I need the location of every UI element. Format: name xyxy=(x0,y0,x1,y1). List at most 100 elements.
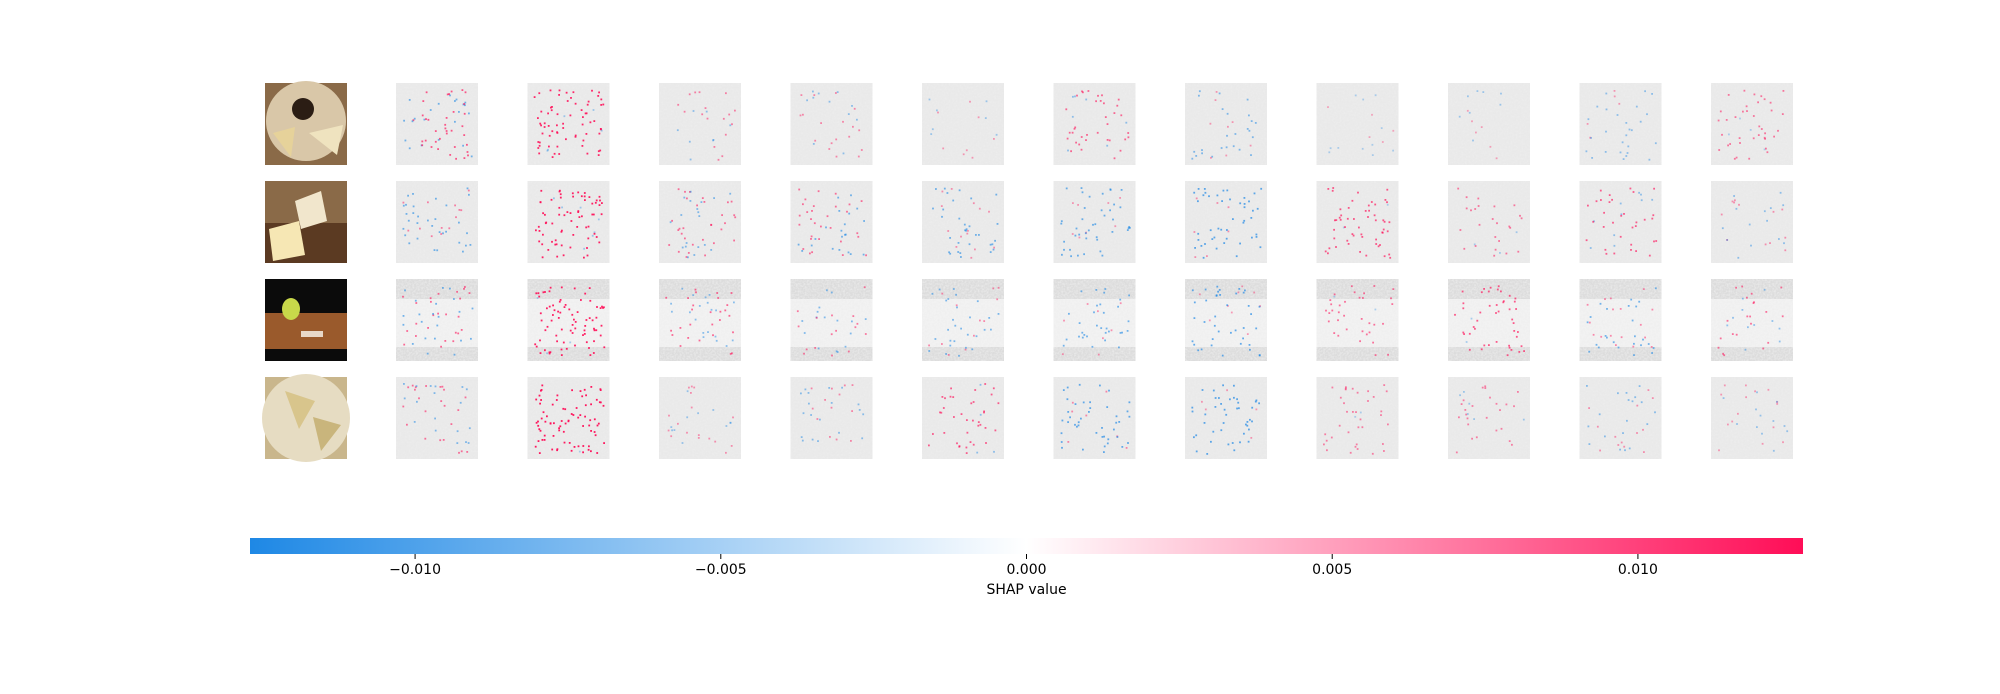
shap-positive-pixel xyxy=(1636,404,1639,407)
shap-positive-pixel xyxy=(810,238,812,240)
shap-positive-pixel xyxy=(1237,291,1240,294)
shap-negative-pixel xyxy=(1605,108,1608,111)
shap-negative-pixel xyxy=(1617,392,1619,395)
shap-positive-pixel xyxy=(1335,219,1338,221)
shap-positive-pixel xyxy=(559,193,562,196)
shap-positive-pixel xyxy=(1585,239,1588,242)
shap-positive-pixel xyxy=(539,352,542,354)
shap-negative-pixel xyxy=(1066,398,1069,401)
shap-positive-pixel xyxy=(857,155,860,158)
shap-positive-pixel xyxy=(1344,388,1347,391)
shap-negative-pixel xyxy=(1072,95,1074,98)
shap-positive-pixel xyxy=(415,335,417,337)
shap-negative-pixel xyxy=(689,158,692,161)
shap-negative-pixel xyxy=(1112,218,1114,221)
shap-negative-pixel xyxy=(1640,199,1643,202)
shap-positive-pixel xyxy=(584,199,586,201)
shap-positive-pixel xyxy=(576,226,579,228)
shap-negative-pixel xyxy=(1226,112,1229,115)
image-row xyxy=(265,181,1793,263)
shap-positive-pixel xyxy=(677,103,680,106)
shap-negative-pixel xyxy=(818,306,821,309)
shap-positive-pixel xyxy=(548,352,551,355)
shap-positive-pixel xyxy=(701,197,704,199)
shap-positive-pixel xyxy=(575,407,578,409)
shap-negative-pixel xyxy=(465,441,467,443)
shap-negative-pixel xyxy=(968,243,971,246)
shap-negative-pixel xyxy=(843,223,846,226)
shap-positive-pixel xyxy=(1741,285,1744,288)
shap-negative-pixel xyxy=(1635,305,1638,308)
shap-negative-pixel xyxy=(1631,319,1634,322)
shap-negative-pixel xyxy=(995,193,998,196)
shap-positive-pixel xyxy=(970,256,973,259)
shap-negative-pixel xyxy=(1726,239,1729,241)
shap-positive-pixel xyxy=(1328,312,1331,314)
shap-positive-pixel xyxy=(994,429,997,432)
shap-positive-pixel xyxy=(543,439,546,441)
shap-negative-pixel xyxy=(1222,189,1225,192)
shap-negative-pixel xyxy=(1248,114,1250,117)
shap-positive-pixel xyxy=(826,215,829,218)
shap-negative-pixel xyxy=(597,218,600,221)
shap-positive-pixel xyxy=(1735,286,1737,289)
shap-positive-pixel xyxy=(590,450,592,453)
shap-negative-pixel xyxy=(432,313,434,315)
shap-positive-pixel xyxy=(1330,436,1333,439)
shap-positive-pixel xyxy=(603,442,605,444)
shap-negative-pixel xyxy=(1333,295,1336,298)
shap-negative-pixel xyxy=(469,244,472,246)
shap-negative-pixel xyxy=(1769,207,1772,209)
shap-positive-pixel xyxy=(857,235,860,238)
shap-negative-pixel xyxy=(1089,401,1091,404)
shap-negative-pixel xyxy=(670,426,673,428)
shap-negative-pixel xyxy=(1091,345,1094,348)
shap-negative-pixel xyxy=(713,197,715,199)
shap-negative-pixel xyxy=(1749,129,1752,131)
shap-positive-pixel xyxy=(537,424,540,427)
shap-positive-pixel xyxy=(956,442,958,445)
shap-negative-pixel xyxy=(1646,113,1648,116)
shap-negative-pixel xyxy=(826,289,828,292)
shap-negative-pixel xyxy=(1106,144,1109,147)
shap-negative-pixel xyxy=(1209,229,1212,232)
shap-negative-pixel xyxy=(1476,90,1479,92)
shap-map-texture xyxy=(1448,279,1530,361)
shap-positive-pixel xyxy=(402,405,405,408)
shap-negative-pixel xyxy=(1220,429,1223,432)
shap-negative-pixel xyxy=(705,110,708,113)
shap-positive-pixel xyxy=(591,202,594,205)
shap-negative-pixel xyxy=(1522,418,1525,421)
shap-negative-pixel xyxy=(404,289,406,292)
shap-positive-pixel xyxy=(463,157,466,159)
shap-positive-pixel xyxy=(449,154,452,156)
shap-negative-pixel xyxy=(931,128,934,131)
shap-positive-pixel xyxy=(1592,333,1595,336)
shap-negative-pixel xyxy=(468,193,470,196)
shap-positive-pixel xyxy=(559,189,561,192)
shap-positive-pixel xyxy=(797,325,800,328)
shap-positive-pixel xyxy=(403,343,406,346)
shap-negative-pixel xyxy=(1234,329,1237,332)
shap-map-texture xyxy=(1579,83,1662,165)
shap-positive-pixel xyxy=(464,286,466,288)
shap-negative-pixel xyxy=(1220,147,1223,149)
shap-positive-pixel xyxy=(1493,254,1496,257)
shap-negative-pixel xyxy=(1230,331,1232,334)
shap-negative-pixel xyxy=(841,235,843,238)
shap-positive-pixel xyxy=(558,206,561,209)
shap-positive-pixel xyxy=(538,394,541,397)
shap-positive-pixel xyxy=(538,92,541,95)
shap-positive-pixel xyxy=(1734,116,1737,118)
shap-positive-pixel xyxy=(1468,348,1471,351)
shap-negative-pixel xyxy=(435,302,437,305)
shap-positive-pixel xyxy=(710,224,713,226)
shap-positive-pixel xyxy=(1105,390,1108,393)
shap-positive-pixel xyxy=(1462,302,1465,305)
shap-positive-pixel xyxy=(1340,214,1343,217)
shap-positive-pixel xyxy=(1596,425,1599,428)
shap-negative-pixel xyxy=(1217,330,1220,333)
shap-positive-pixel xyxy=(1762,347,1765,350)
shap-positive-pixel xyxy=(418,397,420,400)
shap-negative-pixel xyxy=(402,227,405,230)
